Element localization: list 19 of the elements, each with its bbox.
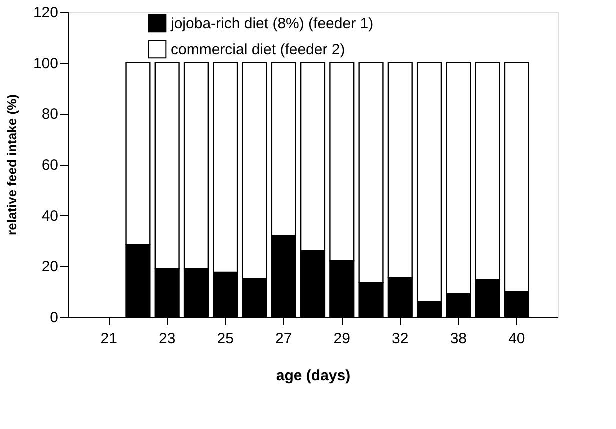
y-tick-label: 120 [33,4,58,22]
y-tick-label: 100 [33,55,58,72]
x-tick-label: 25 [217,330,234,348]
x-axis-title: age (days) [276,368,351,384]
y-tick-label: 60 [42,157,58,174]
legend-label: jojoba-rich diet (8%) (feeder 1) [170,16,374,32]
x-tick-label: 27 [276,330,292,348]
y-tick-label: 20 [42,258,58,276]
x-tick-label: 40 [508,330,526,348]
x-tick-label: 21 [100,330,118,348]
x-tick-label: 23 [158,330,176,348]
y-tick-label: 40 [42,208,58,225]
legend-label: commercial diet (feeder 2) [171,42,346,58]
x-tick-label: 38 [450,330,468,348]
x-tick-label: 32 [392,330,409,348]
y-axis-title: relative feed intake (%) [4,94,20,236]
y-tick-label: 80 [42,106,58,124]
x-tick-label: 29 [334,330,350,348]
y-tick-label: 0 [50,310,58,326]
